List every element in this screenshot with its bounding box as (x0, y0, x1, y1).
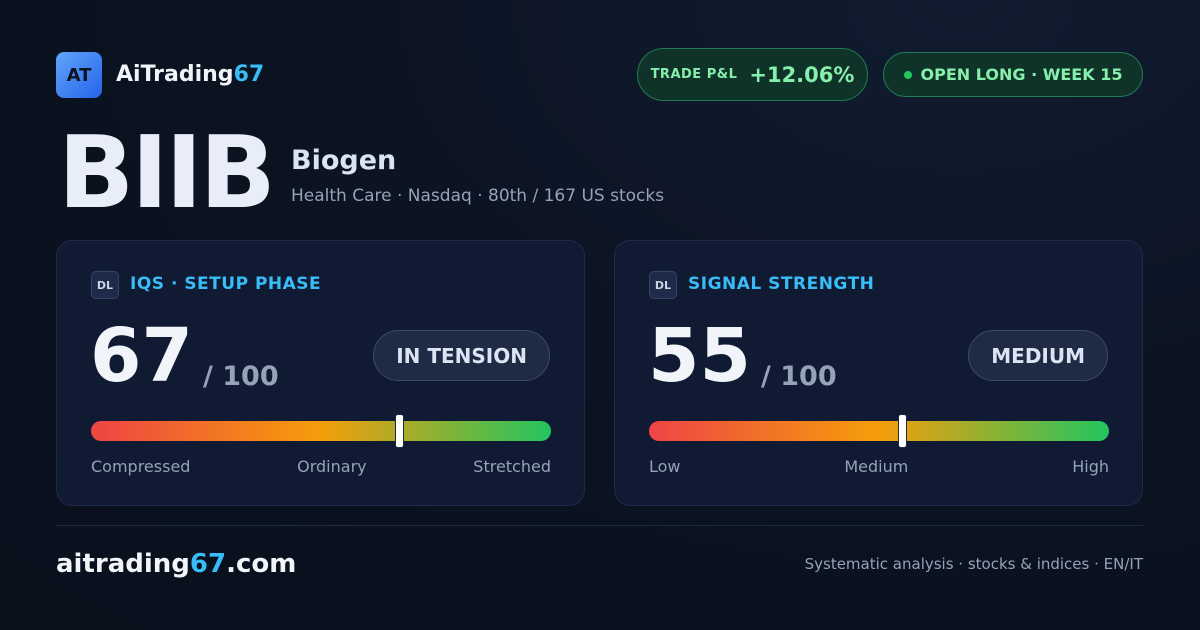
status-dot (903, 70, 912, 79)
site-name: aitrading (56, 549, 190, 579)
gauge-label: Compressed (91, 457, 191, 476)
state-pill: IN TENSION (373, 330, 550, 381)
score-max: / 100 (761, 361, 837, 392)
pnl-label: TRADE P&L (650, 67, 738, 82)
brand-accent: 67 (233, 62, 265, 87)
stock-details: Health Care · Nasdaq · 80th / 167 US sto… (291, 186, 665, 206)
card-badge: DL (649, 271, 677, 299)
card-badge: DL (91, 271, 119, 299)
gauge-label: Ordinary (297, 457, 367, 476)
status-pill: OPEN LONG · WEEK 15 (883, 52, 1143, 97)
gauge-label: Low (649, 457, 681, 476)
site-accent: 67 (189, 549, 227, 579)
card-title: IQS · SETUP PHASE (130, 274, 322, 294)
score: 67 (90, 313, 193, 399)
gauge-label: Medium (844, 457, 909, 476)
card: DL IQS · SETUP PHASE 67 / 100 IN TENSION Comp… (56, 240, 585, 506)
card-title: SIGNAL STRENGTH (688, 274, 875, 294)
score-max: / 100 (203, 361, 279, 392)
site: aitrading67.com (56, 549, 296, 579)
tagline: Systematic analysis · stocks & indices ·… (804, 555, 1143, 573)
brand-name: AiTrading (116, 62, 234, 87)
gauge-labels: Low Medium High (649, 457, 1109, 476)
gauge-label: High (1072, 457, 1109, 476)
gauge-bar (649, 414, 1109, 448)
state-pill: MEDIUM (968, 330, 1108, 381)
status-text: OPEN LONG · WEEK 15 (920, 65, 1123, 84)
divider (56, 525, 1143, 526)
score: 55 (648, 313, 751, 399)
gauge-bar (91, 414, 551, 448)
ticker: BIIB (58, 114, 276, 231)
pnl-pill: TRADE P&L +12.06% (637, 48, 868, 101)
gauge-labels: Compressed Ordinary Stretched (91, 457, 551, 476)
card: DL SIGNAL STRENGTH 55 / 100 MEDIUM Low Medium H… (614, 240, 1143, 506)
logo: AT (56, 52, 102, 98)
gauge-label: Stretched (473, 457, 551, 476)
pnl-value: +12.06% (749, 62, 855, 87)
gauge-marker (395, 414, 405, 448)
site-tld: .com (226, 549, 297, 579)
gauge-marker (898, 414, 907, 448)
stock-name: Biogen (291, 145, 397, 176)
brand: AiTrading67 (116, 62, 264, 87)
